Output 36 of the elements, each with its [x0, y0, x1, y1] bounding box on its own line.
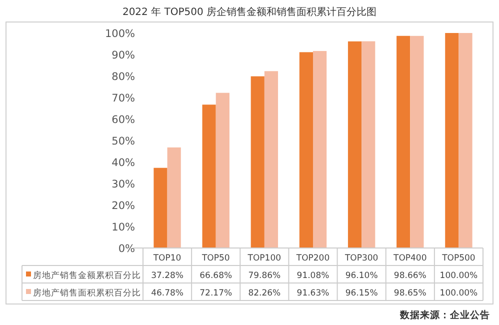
- data-label: 79.86%: [248, 271, 281, 281]
- data-label: 66.68%: [200, 271, 232, 281]
- y-tick-label: 10%: [112, 222, 136, 234]
- legend-label: 房地产销售面积累积百分比: [33, 288, 141, 298]
- x-tick-label: TOP100: [246, 254, 282, 264]
- x-tick-label: TOP200: [295, 254, 330, 264]
- y-tick-label: 70%: [112, 92, 136, 104]
- title: 2022 年 TOP500 房企销售金额和销售面积累计百分比图: [122, 7, 377, 18]
- y-tick-label: 0%: [118, 243, 136, 255]
- y-tick-label: 100%: [104, 28, 136, 40]
- data-label: 72.17%: [200, 288, 232, 298]
- y-tick-label: 20%: [112, 200, 136, 212]
- source-note: 数据来源：企业公告: [399, 309, 490, 321]
- legend-label: 房地产销售金额累积百分比: [33, 270, 141, 281]
- data-label: 100.00%: [440, 288, 478, 298]
- x-tick-label: TOP10: [152, 254, 182, 264]
- x-tick-label: TOP50: [200, 254, 230, 264]
- data-label: 98.66%: [394, 271, 426, 281]
- data-label: 96.15%: [345, 288, 378, 298]
- data-label: 82.26%: [248, 288, 281, 298]
- data-label: 98.65%: [394, 288, 426, 298]
- x-tick-label: TOP400: [392, 254, 427, 264]
- data-label: 37.28%: [151, 271, 184, 281]
- y-tick-label: 80%: [112, 71, 136, 83]
- data-label: 91.63%: [296, 288, 330, 298]
- y-tick-label: 50%: [112, 136, 136, 148]
- data-label: 96.10%: [345, 271, 378, 281]
- x-tick-label: TOP300: [344, 254, 378, 264]
- data-label: 46.78%: [151, 288, 184, 298]
- y-tick-label: 60%: [112, 114, 136, 126]
- data-label: 100.00%: [440, 271, 478, 281]
- y-tick-label: 90%: [112, 50, 136, 62]
- x-tick-label: TOP500: [441, 254, 476, 264]
- data-label: 91.08%: [296, 271, 330, 281]
- y-tick-label: 40%: [112, 157, 136, 169]
- y-tick-label: 30%: [112, 178, 136, 190]
